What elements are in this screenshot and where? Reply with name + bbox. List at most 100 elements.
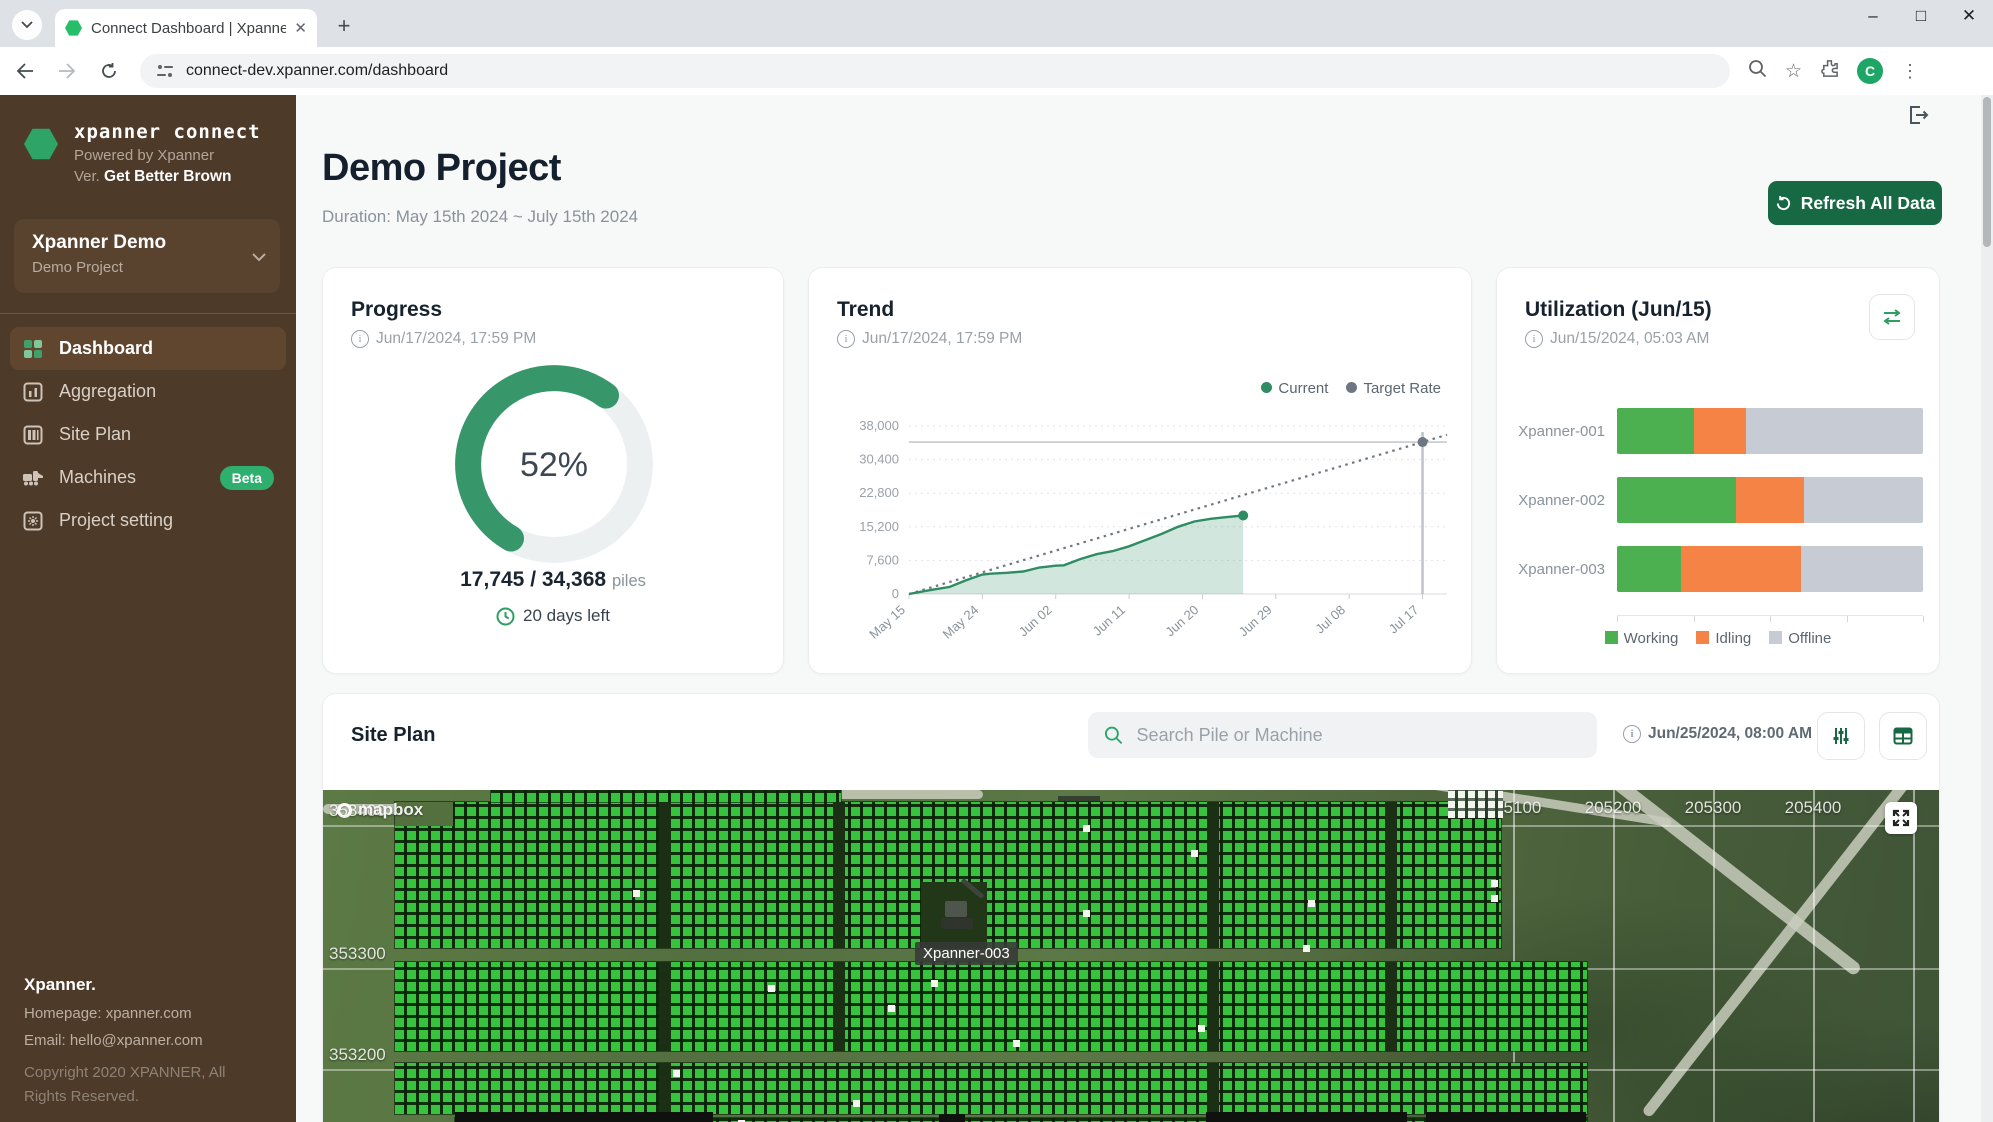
logo-row: xpanner connect Powered by Xpanner Ver. … [24,121,261,186]
window-close-button[interactable]: ✕ [1961,6,1977,25]
url-text[interactable]: connect-dev.xpanner.com/dashboard [186,62,449,79]
logout-icon[interactable] [1906,103,1930,132]
site-plan-card: Site Plan i Jun/25/2024, 08:00 AM [322,693,1940,1122]
pile-status-dot [888,1005,895,1012]
site-map[interactable]: 205100 205200 205300 205400 353400 353300 3532… [323,790,1939,1122]
browser-tab[interactable]: Connect Dashboard | Xpanner ✕ [55,9,317,47]
table-icon [1893,727,1913,745]
utilization-category-label: Xpanner-001 [1518,422,1605,440]
app-content: xpanner connect Powered by Xpanner Ver. … [0,95,1993,1122]
search-input[interactable] [1134,723,1581,747]
progress-card: Progress i Jun/17/2024, 17:59 PM 52% 17,… [322,267,784,674]
utilization-segment-idling [1736,477,1804,523]
address-bar[interactable]: connect-dev.xpanner.com/dashboard [140,54,1730,88]
pile-status-dot [1198,1025,1205,1032]
pile-gap [1207,1063,1219,1114]
pile-status-dot [1083,910,1090,917]
new-tab-button[interactable]: + [337,13,351,38]
reload-icon [102,63,116,78]
sidebar-item-label: Project setting [59,510,174,530]
pile-status-dot [1308,900,1315,907]
utilization-segment-working [1617,477,1737,523]
page-title: Demo Project [322,147,561,189]
machine-icon [22,467,44,489]
window-maximize-button[interactable]: □ [1915,6,1927,25]
map-x-coordinate: 205300 [1684,798,1742,817]
pile-status-dot [931,980,938,987]
map-trench [1206,1112,1407,1122]
svg-text:15,200: 15,200 [859,519,899,534]
pile-status-dot [673,1070,680,1077]
browser-menu-icon[interactable]: ⋮ [1901,60,1920,81]
forward-button[interactable] [50,54,84,88]
reload-button[interactable] [92,54,126,88]
tab-strip: Connect Dashboard | Xpanner ✕ + – □ ✕ [0,0,1993,47]
mapbox-logo-icon [337,802,352,818]
sidebar-item-project-setting[interactable]: Project setting [10,499,286,542]
aggregation-icon [22,381,44,403]
svg-text:Jul 17: Jul 17 [1386,602,1422,636]
page-scrollbar[interactable] [1981,95,1993,1122]
filter-settings-button[interactable] [1817,712,1865,760]
fullscreen-button[interactable] [1885,802,1917,834]
utilization-stacked-bar[interactable] [1617,546,1923,592]
sidebar-item-dashboard[interactable]: Dashboard [10,327,286,370]
mapbox-attribution[interactable]: mapbox [337,800,423,820]
forward-arrow-icon [59,63,76,79]
utilization-segment-working [1617,408,1694,454]
extensions-icon[interactable] [1820,59,1839,83]
legend-current: Current [1261,380,1328,397]
map-road [323,804,403,814]
search-bar[interactable] [1088,712,1597,758]
sidebar-item-aggregation[interactable]: Aggregation [10,370,286,413]
trend-card: Trend i Jun/17/2024, 17:59 PM Current Ta… [808,267,1472,674]
days-left: 20 days left [323,606,783,626]
utilization-stacked-bar[interactable] [1617,477,1923,523]
pile-status-dot [1191,850,1198,857]
utilization-chart: Xpanner-001 Xpanner-002 Xpanner-003 [1513,408,1924,623]
back-button[interactable] [8,54,42,88]
machine-marker[interactable] [941,918,973,929]
sidebar-divider [0,313,296,314]
info-icon: i [351,330,369,348]
project-selector[interactable]: Xpanner Demo Demo Project [14,219,280,293]
info-icon: i [837,330,855,348]
pile-gap [659,802,671,948]
pile-status-dot [1303,945,1310,952]
trend-legend: Current Target Rate [1261,380,1441,397]
profile-avatar[interactable]: C [1857,58,1884,84]
refresh-all-data-button[interactable]: Refresh All Data [1768,181,1942,225]
tab-close-icon[interactable]: ✕ [294,20,307,37]
tab-search-button[interactable] [12,10,42,40]
pile-gap [833,962,845,1051]
sidebar-item-machines[interactable]: Machines Beta [10,456,286,499]
logo-subtitle: Powered by Xpanner [74,147,215,164]
window-minimize-button[interactable]: – [1868,6,1878,25]
scrollbar-thumb[interactable] [1983,97,1991,247]
map-x-coordinate: 205200 [1584,798,1642,817]
gear-icon [22,510,44,532]
chevron-down-icon [21,21,33,29]
beta-badge: Beta [219,465,274,490]
svg-text:Jun 29: Jun 29 [1236,602,1275,639]
pile-gap [659,962,671,1051]
zoom-icon[interactable] [1748,59,1767,83]
site-info-icon[interactable] [156,63,174,79]
table-view-button[interactable] [1879,712,1927,760]
sidebar-item-site-plan[interactable]: Site Plan [10,413,286,456]
swap-view-button[interactable] [1869,294,1915,340]
trend-chart: 0 7,600 15,200 22,800 30,400 38,000 May 15 May … [859,418,1448,642]
sliders-icon [1833,728,1849,744]
svg-text:Jun 11: Jun 11 [1090,602,1128,639]
pile-status-dot [1013,1040,1020,1047]
expand-icon [1892,809,1910,827]
sidebar-item-label: Site Plan [59,424,132,444]
bookmark-star-icon[interactable]: ☆ [1785,60,1803,82]
unset-pile-block [1448,790,1503,818]
svg-text:7,600: 7,600 [866,552,899,567]
footer-homepage: Homepage: xpanner.com [24,1005,192,1022]
logo-title: xpanner connect [74,121,261,143]
utilization-stacked-bar[interactable] [1617,408,1923,454]
pile-status-dot [1491,880,1498,887]
pile-block [455,1118,1587,1122]
